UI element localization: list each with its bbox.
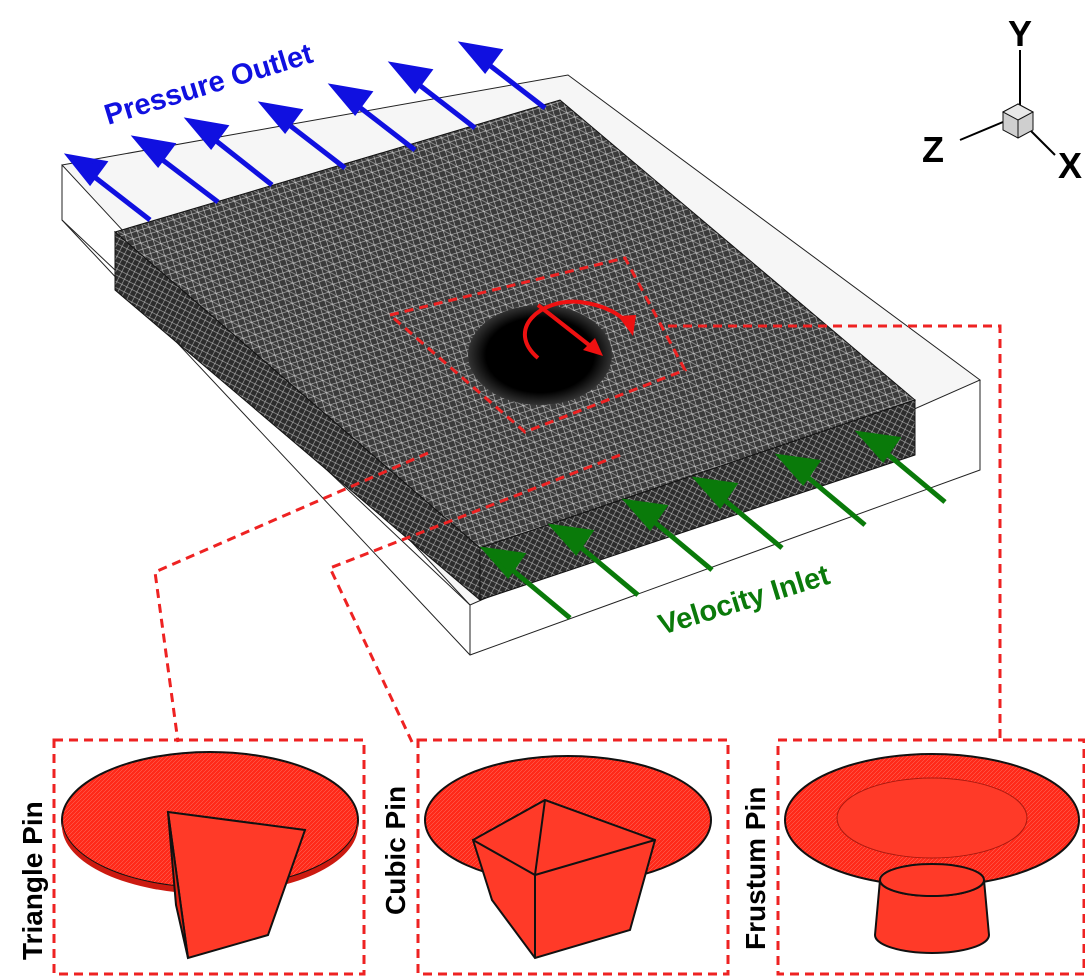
axis-triad: Y Z X (922, 13, 1082, 186)
panel-triangle: Triangle Pin (17, 738, 366, 976)
panel-cubic: Cubic Pin (380, 738, 730, 976)
axis-y-label: Y (1008, 13, 1032, 54)
panel-cubic-label: Cubic Pin (380, 786, 411, 915)
callout-lines (153, 324, 1002, 743)
triangle-pin (166, 810, 307, 960)
axis-x-label: X (1058, 145, 1082, 186)
velocity-inlet-label: Velocity Inlet (655, 559, 834, 642)
panel-triangle-label: Triangle Pin (17, 801, 48, 960)
refined-mesh-zone (468, 305, 612, 405)
axis-z-label: Z (922, 129, 944, 170)
direction-arrow-head (583, 338, 603, 356)
panel-frustum: Frustum Pin (740, 738, 1085, 976)
workpiece-front-side (479, 399, 916, 601)
rotation-arrow (523, 299, 630, 360)
rotation-arrow-head (618, 315, 636, 336)
outlet-arrows (63, 41, 547, 222)
highlight-region (386, 256, 688, 434)
panel-frustum-label: Frustum Pin (740, 787, 771, 950)
inlet-arrows (479, 430, 947, 620)
